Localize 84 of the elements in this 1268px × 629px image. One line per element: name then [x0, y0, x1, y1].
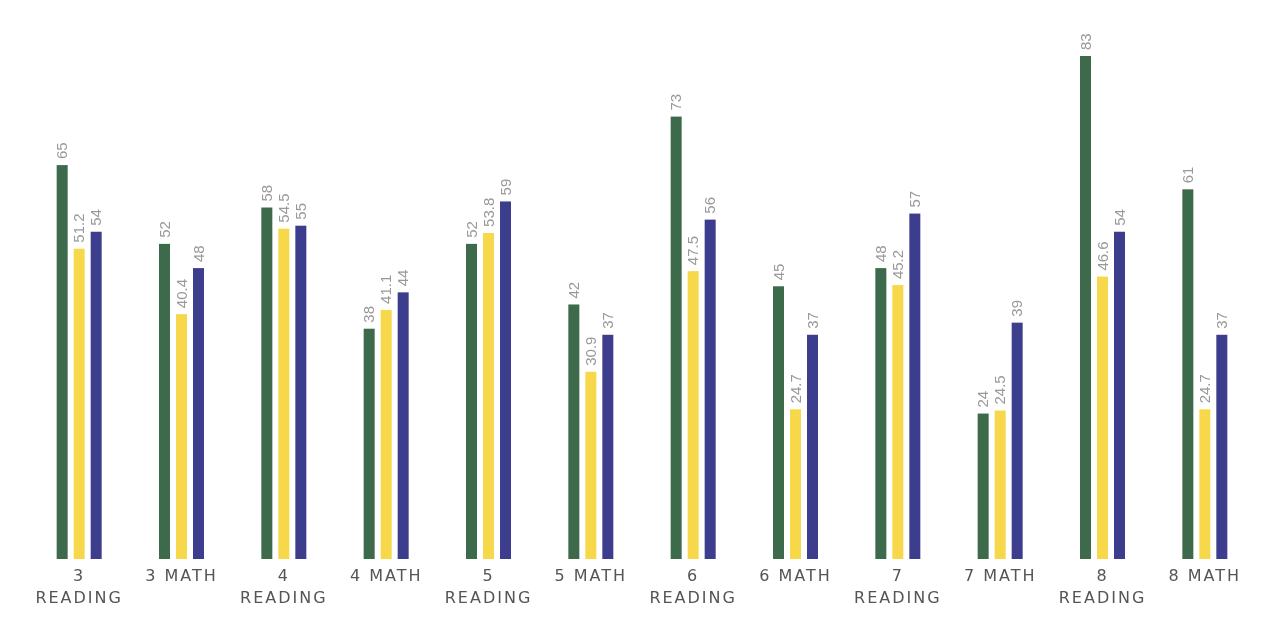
data-label: 47.5 — [684, 235, 702, 266]
data-label: 46.6 — [1093, 241, 1111, 271]
bar — [704, 219, 716, 559]
bar — [1182, 189, 1194, 559]
data-label: 61 — [1178, 166, 1196, 184]
data-label: 48 — [871, 245, 889, 263]
bar — [790, 409, 801, 559]
data-label: 52 — [155, 221, 173, 238]
bar — [500, 201, 511, 559]
bar — [670, 116, 682, 559]
bar — [1216, 334, 1228, 559]
x-tick-label: 3 MATH — [145, 566, 218, 585]
data-label: 24.5 — [991, 375, 1009, 405]
bar — [193, 268, 204, 559]
x-tick-label: 4 MATH — [349, 566, 423, 585]
bar — [278, 228, 290, 559]
data-label: 37 — [803, 312, 821, 329]
bar — [363, 328, 375, 559]
data-label: 45.2 — [888, 249, 906, 280]
data-label: 24.7 — [1195, 374, 1213, 404]
data-label: 37 — [1212, 312, 1230, 329]
data-label: 44 — [394, 269, 412, 287]
bar — [1114, 231, 1125, 559]
data-label: 65 — [53, 142, 71, 160]
data-label: 54 — [87, 209, 105, 226]
data-label: 24 — [974, 390, 992, 408]
bar — [585, 371, 597, 559]
bar — [994, 410, 1006, 559]
data-label: 45 — [769, 263, 787, 281]
bar — [568, 304, 580, 559]
bar — [1011, 322, 1023, 559]
bar — [466, 243, 477, 559]
bar — [1199, 409, 1211, 559]
data-label: 73 — [667, 93, 685, 111]
bar — [1080, 56, 1091, 559]
x-tick-label: 4 READING — [240, 566, 328, 607]
bar — [56, 165, 68, 559]
data-label: 59 — [496, 178, 514, 196]
data-label: 41.1 — [377, 274, 395, 304]
data-label: 83 — [1076, 33, 1094, 50]
bar — [687, 271, 699, 559]
bar — [909, 213, 921, 559]
data-label: 40.4 — [172, 278, 190, 309]
bar — [176, 314, 187, 559]
bar — [397, 292, 409, 559]
bar — [875, 268, 887, 559]
bar — [73, 248, 85, 559]
x-tick-label: 6 READING — [649, 566, 737, 607]
x-tick-label: 8 MATH — [1168, 566, 1242, 585]
data-label: 38 — [360, 306, 378, 323]
x-tick-label: 7 MATH — [963, 566, 1037, 585]
bar — [159, 243, 170, 559]
x-tick-label: 6 MATH — [759, 566, 832, 585]
data-label: 24.7 — [786, 374, 804, 404]
bar — [892, 285, 904, 559]
bar — [380, 309, 392, 559]
data-label: 54 — [1110, 209, 1128, 226]
bar — [90, 231, 102, 559]
data-label: 42 — [564, 281, 582, 299]
bar — [807, 334, 818, 559]
bar — [295, 225, 307, 559]
x-tick-label: 8 READING — [1058, 566, 1147, 607]
data-label: 51.2 — [70, 213, 88, 243]
data-label: 39 — [1008, 299, 1026, 317]
data-label: 53.8 — [479, 197, 497, 227]
data-label: 30.9 — [581, 336, 599, 366]
data-label: 57 — [905, 190, 923, 208]
data-label: 48 — [189, 245, 207, 263]
bar — [261, 207, 273, 559]
bar — [483, 232, 494, 559]
x-tick-label: 3 READING — [35, 566, 123, 607]
bar — [602, 334, 614, 559]
bar — [977, 413, 989, 559]
data-label: 55 — [291, 203, 309, 220]
x-tick-label: 7 READING — [854, 566, 942, 607]
data-label: 56 — [701, 196, 719, 214]
data-label: 58 — [257, 184, 275, 202]
data-label: 37 — [598, 312, 616, 329]
data-label: 52 — [462, 221, 480, 238]
data-label: 54.5 — [274, 193, 292, 223]
x-tick-label: 5 MATH — [554, 566, 628, 585]
bar — [773, 286, 784, 559]
x-tick-label: 5 READING — [444, 566, 533, 607]
bar — [1097, 276, 1108, 559]
